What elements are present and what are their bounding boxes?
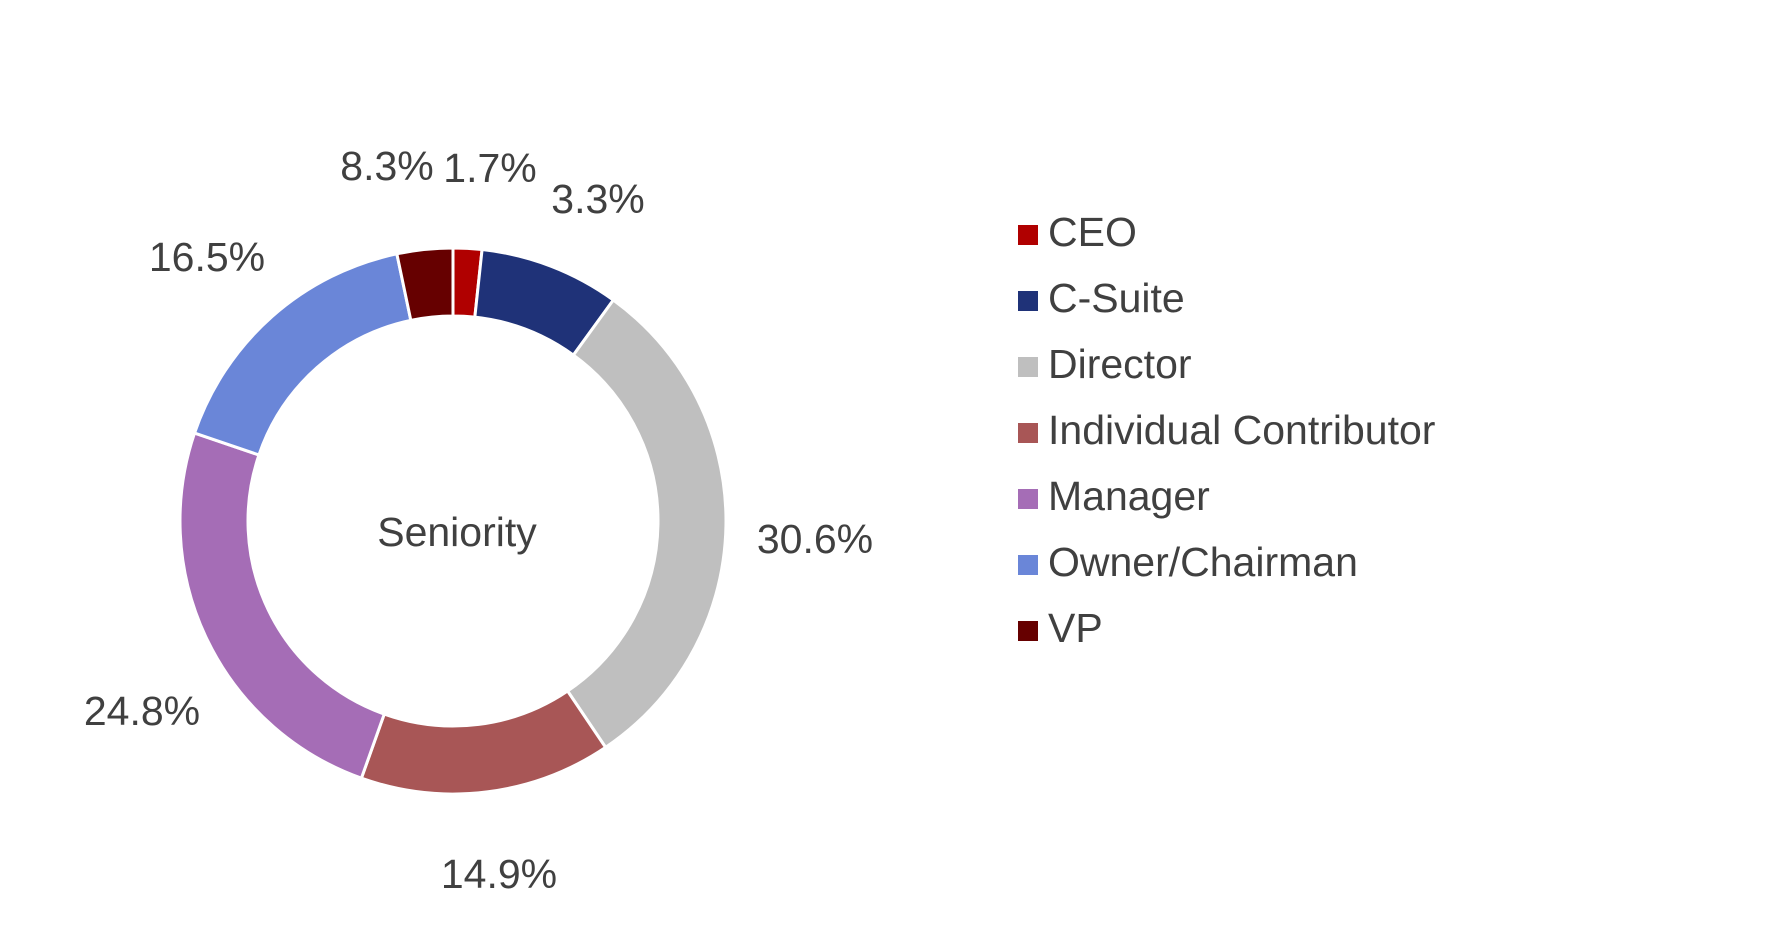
legend-label: Director <box>1048 341 1192 387</box>
data-label: 1.7% <box>443 145 536 191</box>
legend-swatch <box>1018 621 1038 641</box>
legend-swatch <box>1018 225 1038 245</box>
data-label: 24.8% <box>84 688 200 734</box>
legend-label: Manager <box>1048 473 1210 519</box>
data-label: 3.3% <box>551 176 644 222</box>
legend-label: C-Suite <box>1048 275 1185 321</box>
legend-swatch <box>1018 423 1038 443</box>
legend-label: VP <box>1048 605 1103 651</box>
data-label: 14.9% <box>441 851 557 897</box>
legend-label: CEO <box>1048 209 1137 255</box>
legend-swatch <box>1018 489 1038 509</box>
data-label: 30.6% <box>757 516 873 562</box>
data-label: 8.3% <box>340 143 433 189</box>
slice <box>565 297 728 750</box>
data-label: 16.5% <box>149 234 265 280</box>
legend-label: Owner/Chairman <box>1048 539 1358 585</box>
legend-label: Individual Contributor <box>1048 407 1435 453</box>
chart-title: Seniority <box>377 509 537 555</box>
legend-swatch <box>1018 357 1038 377</box>
legend-swatch <box>1018 291 1038 311</box>
legend-swatch <box>1018 555 1038 575</box>
slice <box>395 246 455 323</box>
